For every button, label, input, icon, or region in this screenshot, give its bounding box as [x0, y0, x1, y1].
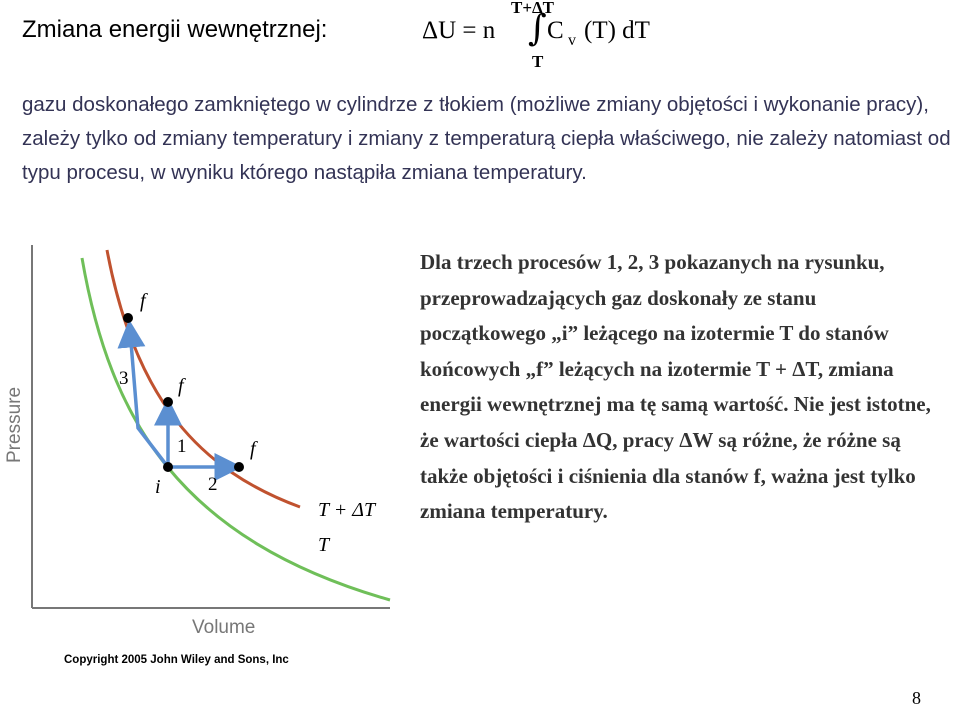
label-process-2: 2 [208, 474, 218, 495]
formula-lower-limit: T [532, 52, 544, 71]
copyright-text: Copyright 2005 John Wiley and Sons, Inc [64, 654, 289, 666]
y-axis-label: Pressure [4, 387, 25, 463]
label-final-3: f [140, 290, 148, 312]
paragraph-intro: gazu doskonałego zamkniętego w cylindrze… [22, 93, 951, 184]
integral-sign: ∫ [528, 8, 547, 49]
label-process-1: 1 [177, 436, 187, 457]
formula-lhs: ΔU = n [422, 17, 496, 44]
formula-c-sub: v [568, 32, 576, 49]
formula-upper-limit: T+ΔT [511, 0, 555, 17]
label-isotherm-cold: T [318, 534, 331, 556]
pv-diagram: f f f i 3 1 2 T + ΔT T Volume Pressure [4, 245, 391, 638]
point-final-2 [234, 462, 244, 472]
x-axis-label: Volume [192, 617, 255, 638]
page-number: 8 [912, 688, 921, 708]
process-3-arrow [117, 319, 170, 469]
page-title: Zmiana energii wewnętrznej: [22, 16, 328, 43]
point-final-1 [163, 397, 173, 407]
point-final-3 [123, 313, 133, 323]
formula-rest: (T) dT [584, 17, 650, 44]
paragraph-explanation: Dla trzech procesów 1, 2, 3 pokazanych n… [420, 250, 931, 524]
label-final-1: f [178, 375, 186, 397]
label-isotherm-hot: T + ΔT [318, 499, 377, 521]
label-initial: i [155, 476, 161, 498]
label-final-2: f [250, 438, 258, 460]
formula-c: C [547, 17, 564, 44]
isotherm-t [80, 257, 391, 602]
point-initial [163, 462, 173, 472]
label-process-3: 3 [119, 368, 129, 389]
